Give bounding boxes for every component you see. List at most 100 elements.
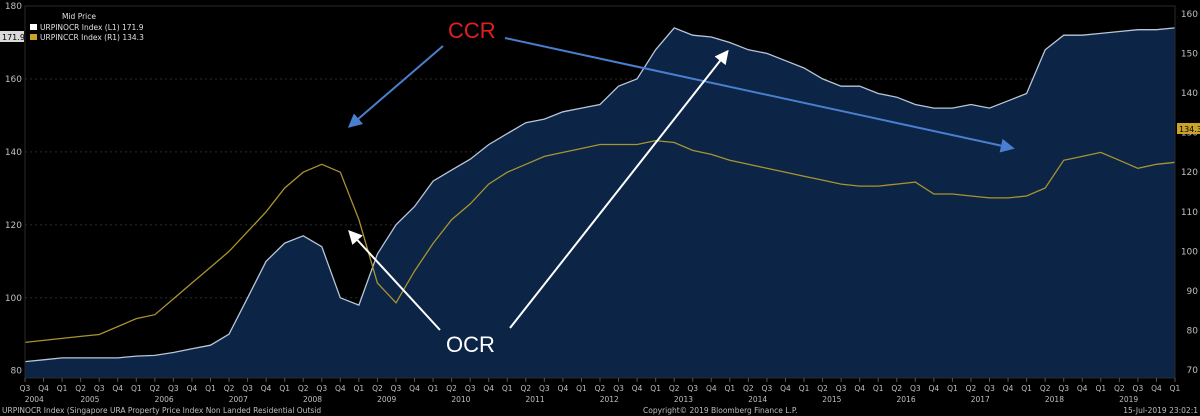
quarter-label: Q4 [335, 384, 346, 393]
quarter-label: Q1 [131, 384, 142, 393]
data-point [859, 186, 860, 187]
data-point [1045, 187, 1046, 188]
year-label: 2004 [25, 395, 44, 404]
footer-center: Copyright© 2019 Bloomberg Finance L.P. [643, 406, 798, 415]
data-point [544, 119, 545, 120]
quarter-label: Q1 [724, 384, 735, 393]
data-point [303, 235, 304, 236]
data-point [970, 104, 971, 105]
data-point [1008, 100, 1009, 101]
legend-entry-ccr: URPINCCR Index (R1) 134.3 [40, 33, 144, 42]
quarter-label: Q2 [966, 384, 977, 393]
data-point [266, 211, 267, 212]
data-point [117, 326, 118, 327]
arrow-ccr-2008 [347, 45, 444, 128]
data-point [433, 181, 434, 182]
series-line-1 [24, 139, 1176, 344]
quarter-label: Q4 [38, 384, 49, 393]
data-point [581, 148, 582, 149]
data-point [451, 219, 452, 220]
data-point [674, 27, 675, 28]
data-point [99, 357, 100, 358]
quarter-label: Q4 [706, 384, 717, 393]
data-point [395, 302, 396, 303]
data-point [136, 318, 137, 319]
data-point [1100, 33, 1101, 34]
left-tick-label: 80 [11, 367, 23, 377]
series-lines [24, 27, 1176, 363]
quarter-label: Q4 [187, 384, 198, 393]
data-point [785, 172, 786, 173]
data-point [970, 195, 971, 196]
quarter-label: Q1 [1021, 384, 1032, 393]
quarter-label: Q1 [799, 384, 810, 393]
quarter-label: Q2 [75, 384, 86, 393]
quarter-label: Q3 [539, 384, 550, 393]
year-label: 2007 [229, 395, 248, 404]
year-label: 2005 [80, 395, 99, 404]
quarter-label: Q4 [261, 384, 272, 393]
year-label: 2017 [971, 395, 990, 404]
data-point [210, 345, 211, 346]
quarter-label: Q1 [873, 384, 884, 393]
quarter-label: Q4 [632, 384, 643, 393]
quarter-label: Q4 [854, 384, 865, 393]
data-point [173, 352, 174, 353]
quarter-label: Q1 [1095, 384, 1106, 393]
quarter-label: Q1 [279, 384, 290, 393]
data-point [896, 97, 897, 98]
data-point [618, 86, 619, 87]
quarter-label: Q3 [316, 384, 327, 393]
data-point [228, 334, 229, 335]
data-point [507, 172, 508, 173]
data-point [878, 186, 879, 187]
annotations: CCR OCR [347, 18, 1015, 357]
year-label: 2009 [377, 395, 396, 404]
data-point [358, 305, 359, 306]
data-point [321, 246, 322, 247]
right-tick-label: 120 [1181, 168, 1198, 178]
data-point [62, 338, 63, 339]
data-point [896, 184, 897, 185]
data-point [711, 36, 712, 37]
data-point [1063, 160, 1064, 161]
quarter-label: Q1 [502, 384, 513, 393]
legend-swatch-ocr [30, 24, 37, 30]
data-point [377, 282, 378, 283]
quarter-label: Q3 [1058, 384, 1069, 393]
series-line-0 [24, 27, 1176, 363]
data-point [562, 152, 563, 153]
data-point [544, 156, 545, 157]
data-point [136, 356, 137, 357]
legend-entry-ocr: URPINOCR Index (L1) 171.9 [40, 23, 144, 32]
quarter-label: Q1 [205, 384, 216, 393]
data-point [303, 172, 304, 173]
quarter-label: Q2 [817, 384, 828, 393]
data-point [1026, 93, 1027, 94]
quarter-label: Q2 [595, 384, 606, 393]
data-point [488, 184, 489, 185]
left-tick-label: 140 [5, 148, 22, 158]
left-tick-label: 180 [5, 2, 22, 12]
quarter-label: Q3 [94, 384, 105, 393]
data-point [599, 104, 600, 105]
right-last-value-tag: 134.3 [1177, 123, 1200, 134]
right-tick-label: 110 [1181, 208, 1198, 218]
data-point [266, 261, 267, 262]
data-point [729, 160, 730, 161]
right-tick-label: 70 [1187, 366, 1199, 376]
data-point [599, 144, 600, 145]
data-point [414, 271, 415, 272]
year-label: 2014 [748, 395, 767, 404]
data-point [1137, 168, 1138, 169]
data-point [637, 144, 638, 145]
data-point [80, 357, 81, 358]
data-point [1045, 49, 1046, 50]
quarter-label: Q2 [372, 384, 383, 393]
year-label: 2013 [674, 395, 693, 404]
data-point [841, 184, 842, 185]
data-point [989, 197, 990, 198]
data-point [62, 357, 63, 358]
data-point [933, 193, 934, 194]
